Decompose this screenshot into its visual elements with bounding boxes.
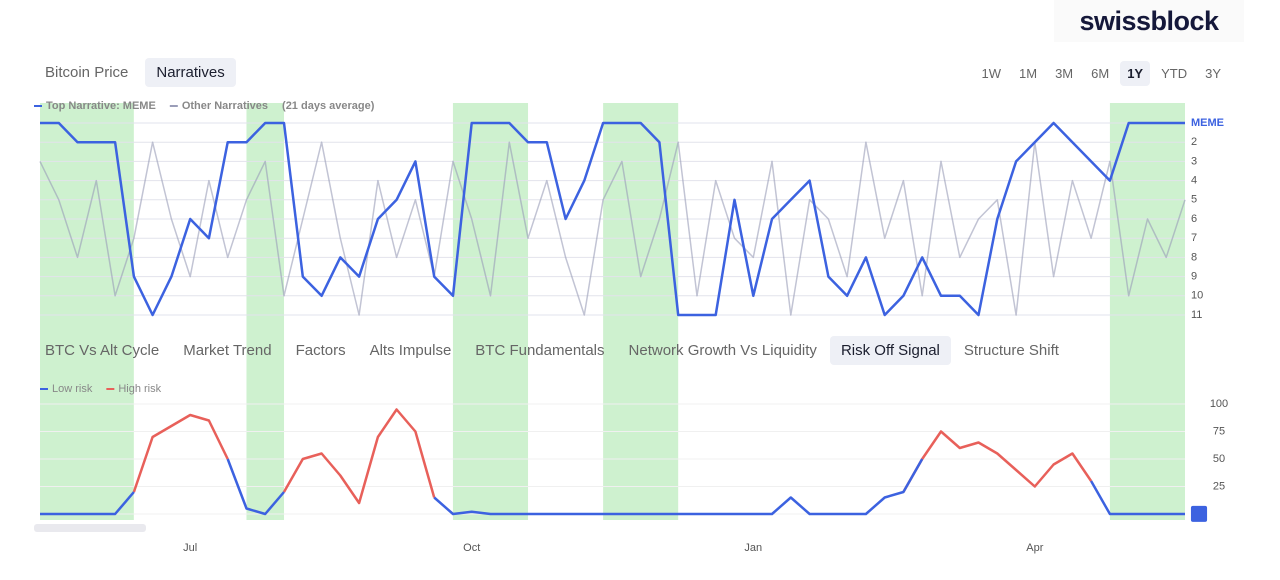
legend-label: High risk [118, 383, 161, 395]
series-line [40, 458, 1185, 516]
range-button[interactable]: YTD [1161, 66, 1188, 81]
y-tick-label: 11 [1191, 309, 1202, 321]
x-tick-label: Jan [744, 542, 762, 554]
y-tick-label: 8 [1191, 251, 1197, 263]
current-value-badge [1190, 505, 1208, 522]
indicator-tab[interactable]: Structure Shift [963, 342, 1059, 359]
y-tick-label: 25 [1213, 480, 1225, 492]
y-tick-label: 2 [1191, 136, 1197, 148]
scroll-bar [34, 524, 146, 532]
y-tick-label: 6 [1191, 213, 1197, 225]
x-tick-label: Jul [183, 542, 197, 554]
series-line [40, 121, 1185, 317]
y-tick-label: 7 [1191, 232, 1197, 244]
shaded-period [246, 103, 285, 520]
y-tick-label: 0 [1216, 508, 1222, 520]
shaded-period [452, 103, 529, 520]
range-button[interactable]: 1M [1019, 66, 1038, 81]
legend-label: Low risk [52, 383, 93, 395]
y-tick-label: 4 [1191, 175, 1197, 187]
legend-label: Other Narratives [182, 100, 268, 112]
y-tick-label: MEME [1191, 117, 1224, 129]
y-tick-label: 75 [1213, 425, 1225, 437]
indicator-tab[interactable]: Market Trend [183, 342, 272, 359]
y-tick-label: 100 [1210, 398, 1228, 410]
page-tab[interactable]: Narratives [145, 58, 236, 87]
y-tick-label: 10 [1191, 290, 1203, 302]
series-line [39, 141, 1186, 316]
shaded-period [1109, 103, 1185, 520]
range-button[interactable]: 3M [1055, 66, 1074, 81]
shaded-period [603, 103, 679, 520]
x-tick-label: Oct [463, 542, 480, 554]
legend-label: Top Narrative: MEME [46, 100, 156, 112]
indicator-tab[interactable]: BTC Fundamentals [475, 342, 605, 359]
page-tabs: Bitcoin Price Narratives [34, 58, 236, 87]
indicator-tab[interactable]: Alts Impulse [369, 342, 452, 359]
range-button[interactable]: 1W [981, 66, 1002, 81]
range-buttons: 1W 1M 3M 6M 1Y YTD 3Y [975, 61, 1229, 86]
indicator-tab[interactable]: Risk Off Signal [829, 336, 951, 365]
indicator-tab[interactable]: BTC Vs Alt Cycle [45, 342, 160, 359]
range-button[interactable]: 6M [1091, 66, 1110, 81]
logo: swissblock [1054, 0, 1244, 42]
y-tick-label: 50 [1213, 453, 1225, 465]
y-tick-label: 5 [1191, 194, 1197, 206]
series-line [132, 408, 1093, 505]
page-tab[interactable]: Bitcoin Price [45, 64, 129, 81]
shaded-period [40, 103, 134, 520]
indicator-tab[interactable]: Network Growth Vs Liquidity [628, 342, 817, 359]
y-tick-label: 9 [1191, 271, 1197, 283]
indicator-tab[interactable]: Factors [295, 342, 346, 359]
range-button[interactable]: 1Y [1120, 61, 1151, 86]
x-tick-label: Apr [1026, 542, 1043, 554]
indicator-tabs: BTC Vs Alt Cycle Market Trend Factors Alts … [34, 336, 1070, 365]
range-button[interactable]: 3Y [1205, 66, 1221, 81]
legend-note: (21 days average) [282, 100, 375, 112]
y-tick-label: 3 [1191, 155, 1197, 167]
